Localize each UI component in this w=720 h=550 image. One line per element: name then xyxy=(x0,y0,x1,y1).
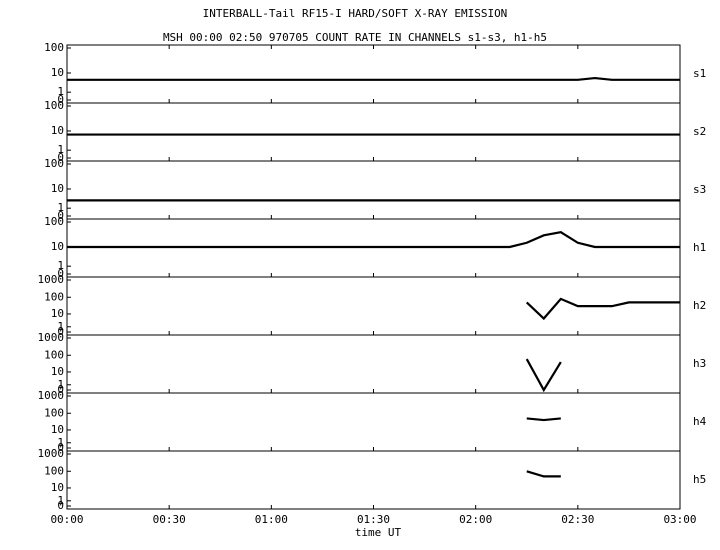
panel-frame xyxy=(66,44,681,104)
y-tick-label: 1 xyxy=(57,320,64,333)
y-tick-label: 10 xyxy=(51,365,64,378)
y-tick-label: 0 xyxy=(57,499,64,512)
data-line xyxy=(67,76,680,81)
x-tick-label: 02:00 xyxy=(459,513,492,526)
panel-label: h3 xyxy=(693,357,706,370)
y-tick-label: 1 xyxy=(57,494,64,507)
y-tick-label: 100 xyxy=(44,464,64,477)
panel-label: h1 xyxy=(693,241,706,254)
panel-label: h2 xyxy=(693,299,706,312)
y-tick-label: 10 xyxy=(51,423,64,436)
y-tick-label: 1 xyxy=(57,378,64,391)
y-tick-label: 1000 xyxy=(38,273,65,286)
y-tick-label: 0 xyxy=(57,325,64,338)
y-tick-label: 100 xyxy=(44,348,64,361)
chart-title: INTERBALL-Tail RF15-I HARD/SOFT X-RAY EM… xyxy=(203,7,508,20)
y-tick-label: 1000 xyxy=(38,331,65,344)
y-tick-label: 10 xyxy=(51,182,64,195)
panel-label: s2 xyxy=(693,125,706,138)
panel-label: s1 xyxy=(693,67,706,80)
data-line xyxy=(525,358,562,393)
x-tick-label: 01:30 xyxy=(357,513,390,526)
data-line xyxy=(525,297,680,321)
panel-label: s3 xyxy=(693,183,706,196)
x-axis-label: time UT xyxy=(355,526,402,539)
y-tick-label: 10 xyxy=(51,66,64,79)
panel-frame xyxy=(66,160,681,220)
y-tick-label: 1 xyxy=(57,436,64,449)
y-tick-label: 0 xyxy=(57,441,64,454)
y-tick-label: 0 xyxy=(57,383,64,396)
y-tick-label: 0 xyxy=(57,93,64,106)
y-tick-label: 100 xyxy=(44,215,64,228)
y-tick-label: 100 xyxy=(44,406,64,419)
y-tick-label: 1000 xyxy=(38,389,65,402)
y-tick-label: 100 xyxy=(44,157,64,170)
y-tick-label: 1000 xyxy=(38,447,65,460)
y-tick-label: 100 xyxy=(44,99,64,112)
x-tick-label: 02:30 xyxy=(561,513,594,526)
y-tick-label: 100 xyxy=(44,290,64,303)
y-tick-label: 1 xyxy=(57,85,64,98)
y-tick-label: 1 xyxy=(57,143,64,156)
y-tick-label: 0 xyxy=(57,151,64,164)
panel-frame xyxy=(66,392,681,452)
x-tick-label: 00:30 xyxy=(153,513,186,526)
panel-label: h4 xyxy=(693,415,707,428)
data-line xyxy=(526,417,561,422)
y-tick-label: 0 xyxy=(57,209,64,222)
chart-subtitle: MSH 00:00 02:50 970705 COUNT RATE IN CHA… xyxy=(163,31,547,44)
y-tick-label: 10 xyxy=(51,481,64,494)
panel-label: h5 xyxy=(693,473,706,486)
data-line xyxy=(526,470,561,478)
x-tick-label: 01:00 xyxy=(255,513,288,526)
y-tick-label: 100 xyxy=(44,41,64,54)
x-tick-label: 00:00 xyxy=(50,513,83,526)
y-tick-label: 10 xyxy=(51,240,64,253)
y-tick-label: 10 xyxy=(51,124,64,137)
panel-frame xyxy=(66,450,681,510)
y-tick-label: 1 xyxy=(57,201,64,214)
x-tick-label: 03:00 xyxy=(663,513,696,526)
panel-frame xyxy=(66,334,681,394)
y-tick-label: 1 xyxy=(57,259,64,272)
y-tick-label: 10 xyxy=(51,307,64,320)
y-tick-label: 0 xyxy=(57,267,64,280)
data-line xyxy=(67,231,680,249)
panel-frame xyxy=(66,102,681,162)
